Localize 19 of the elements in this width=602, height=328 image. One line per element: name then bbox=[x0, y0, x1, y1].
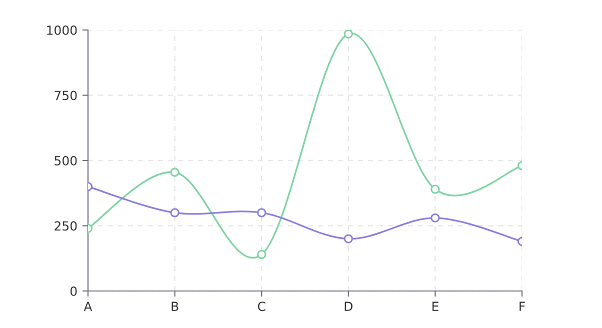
y-tick-label: 0 bbox=[70, 286, 77, 296]
y-tick-label: 750 bbox=[54, 90, 77, 100]
point bbox=[430, 184, 440, 194]
x-tick-label: D bbox=[344, 302, 352, 311]
point bbox=[170, 168, 180, 177]
x-tick-label: B bbox=[172, 302, 178, 311]
point bbox=[170, 208, 180, 218]
point bbox=[430, 213, 440, 223]
y-tick-label: 250 bbox=[54, 221, 77, 231]
y-tick-label: 1000 bbox=[47, 25, 77, 35]
x-tick-label: C bbox=[258, 302, 266, 312]
point bbox=[257, 208, 266, 218]
x-tick-label: F bbox=[520, 302, 525, 311]
point bbox=[344, 30, 353, 38]
point bbox=[344, 234, 353, 244]
y-tick-label: 500 bbox=[54, 156, 77, 166]
x-tick-label: A bbox=[84, 302, 92, 311]
point bbox=[257, 250, 266, 260]
x-tick-label: E bbox=[432, 302, 438, 311]
